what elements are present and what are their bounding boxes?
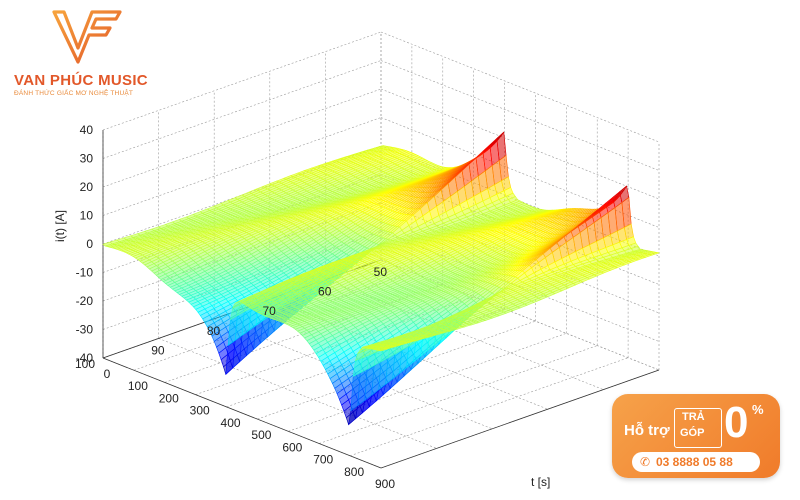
logo-vf-icon bbox=[52, 10, 122, 64]
grid-line bbox=[380, 31, 660, 143]
grid-line bbox=[102, 117, 382, 216]
promo-percent: % bbox=[752, 402, 764, 417]
z-tick-label: 40 bbox=[80, 123, 94, 137]
y-tick-label: 70 bbox=[262, 304, 276, 318]
z-tick-label: 0 bbox=[86, 237, 93, 251]
grid-line bbox=[102, 60, 382, 159]
x-tick-label: 500 bbox=[251, 428, 271, 442]
z-axis-label: i(t) [A] bbox=[53, 210, 67, 242]
axis-line bbox=[380, 369, 660, 469]
phone-icon: ✆ bbox=[640, 455, 651, 469]
z-tick-label: 10 bbox=[80, 209, 94, 223]
x-tick-label: 0 bbox=[104, 367, 111, 381]
x-tick-label: 100 bbox=[128, 379, 148, 393]
x-tick-label: 200 bbox=[159, 391, 179, 405]
promo-tra-text: TRẢ bbox=[682, 411, 705, 423]
x-axis-label: t [s] bbox=[531, 475, 550, 489]
grid-line bbox=[102, 88, 382, 188]
grid-line bbox=[350, 357, 629, 457]
z-tick-label: -10 bbox=[76, 266, 94, 280]
y-tick-label: 90 bbox=[151, 343, 165, 357]
promo-zero: 0 bbox=[724, 398, 749, 447]
surface-mesh bbox=[102, 131, 661, 426]
brand-logo: VAN PHÚC MUSIC ĐÁNH THỨC GIẤC MƠ NGHỆ TH… bbox=[10, 8, 160, 98]
y-tick-label: 60 bbox=[318, 285, 332, 299]
axis-line bbox=[102, 357, 382, 469]
x-tick-label: 600 bbox=[282, 440, 302, 454]
logo-name: VAN PHÚC MUSIC bbox=[14, 72, 148, 89]
promo-gop-text: GÓP bbox=[680, 427, 705, 439]
z-tick-label: -30 bbox=[76, 323, 94, 337]
logo-tagline: ĐÁNH THỨC GIẤC MƠ NGHỆ THUẬT bbox=[14, 90, 134, 97]
grid-line bbox=[319, 345, 598, 444]
grid-line bbox=[102, 31, 382, 131]
grid-line bbox=[380, 60, 660, 171]
z-tick-label: 30 bbox=[80, 152, 94, 166]
y-tick-label: 80 bbox=[207, 324, 221, 338]
z-tick-label: 20 bbox=[80, 180, 94, 194]
y-tick-label: 100 bbox=[75, 357, 95, 371]
grid-line bbox=[158, 338, 437, 449]
grid-line bbox=[380, 88, 660, 200]
y-tick-label: 50 bbox=[374, 265, 388, 279]
grid-line bbox=[288, 333, 567, 432]
promo-support-text: Hỗ trợ bbox=[624, 422, 670, 439]
x-tick-label: 400 bbox=[221, 416, 241, 430]
grid-line bbox=[257, 320, 536, 420]
x-tick-label: 300 bbox=[190, 404, 210, 418]
x-tick-label: 800 bbox=[344, 465, 364, 479]
promo-phone-number: 03 8888 05 88 bbox=[656, 455, 733, 469]
x-tick-label: 700 bbox=[313, 453, 333, 467]
z-tick-label: -20 bbox=[76, 294, 94, 308]
x-tick-label: 900 bbox=[375, 477, 395, 491]
installment-promo-badge[interactable]: Hỗ trợ TRẢ GÓP 0 % ✆ 03 8888 05 88 bbox=[612, 394, 780, 478]
promo-phone-pill[interactable]: ✆ 03 8888 05 88 bbox=[632, 452, 760, 472]
